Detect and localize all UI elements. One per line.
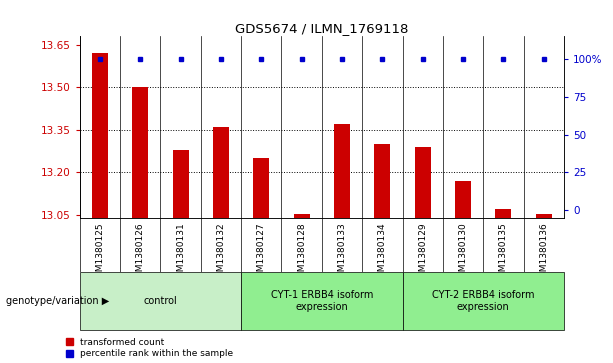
Text: genotype/variation ▶: genotype/variation ▶ <box>6 296 109 306</box>
Text: control: control <box>143 296 177 306</box>
Text: CYT-1 ERBB4 isoform
expression: CYT-1 ERBB4 isoform expression <box>270 290 373 312</box>
Legend: transformed count, percentile rank within the sample: transformed count, percentile rank withi… <box>66 338 234 359</box>
Text: GSM1380132: GSM1380132 <box>216 222 226 283</box>
Bar <box>536 213 552 218</box>
Text: GSM1380125: GSM1380125 <box>96 222 104 283</box>
Bar <box>414 147 431 218</box>
Text: GSM1380129: GSM1380129 <box>418 222 427 283</box>
Bar <box>132 87 148 218</box>
Bar <box>495 209 511 218</box>
Bar <box>241 272 403 330</box>
Text: GSM1380133: GSM1380133 <box>338 222 346 283</box>
Text: GSM1380127: GSM1380127 <box>257 222 266 283</box>
Bar <box>253 158 269 218</box>
Text: GSM1380130: GSM1380130 <box>459 222 468 283</box>
Bar <box>403 272 564 330</box>
Bar <box>294 213 310 218</box>
Bar <box>334 124 350 218</box>
Text: GSM1380136: GSM1380136 <box>539 222 548 283</box>
Text: GSM1380128: GSM1380128 <box>297 222 306 283</box>
Bar <box>172 150 189 218</box>
Text: GSM1380131: GSM1380131 <box>176 222 185 283</box>
Text: GSM1380135: GSM1380135 <box>499 222 508 283</box>
Bar <box>80 272 241 330</box>
Text: CYT-2 ERBB4 isoform
expression: CYT-2 ERBB4 isoform expression <box>432 290 535 312</box>
Text: GSM1380126: GSM1380126 <box>135 222 145 283</box>
Bar <box>375 144 390 218</box>
Title: GDS5674 / ILMN_1769118: GDS5674 / ILMN_1769118 <box>235 22 408 35</box>
Bar <box>92 53 108 218</box>
Text: GSM1380134: GSM1380134 <box>378 222 387 283</box>
Bar <box>213 127 229 218</box>
Bar <box>455 181 471 218</box>
